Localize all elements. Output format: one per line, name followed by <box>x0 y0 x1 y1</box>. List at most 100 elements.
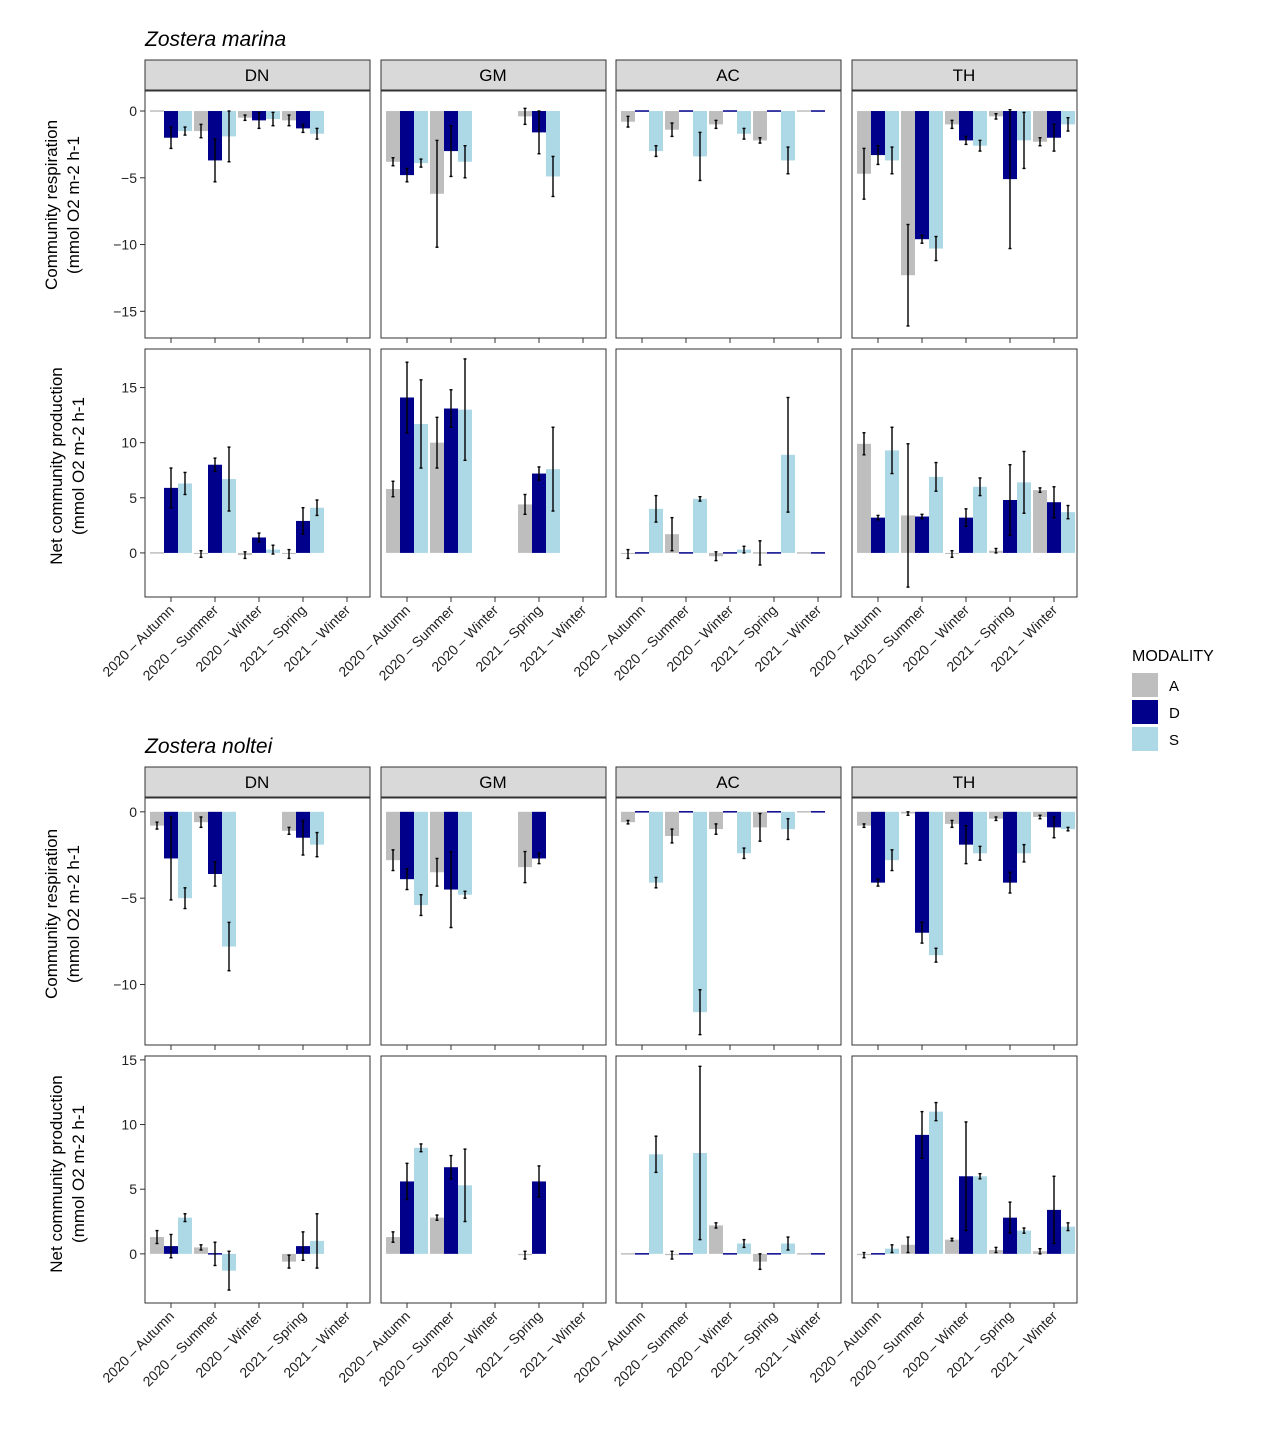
bar-gm-2020-autumn-s <box>414 111 428 164</box>
x-tick-label: 2020 – Summer <box>375 1308 457 1390</box>
y-axis-label: Net community production <box>47 1075 66 1272</box>
strip-bg <box>851 59 1078 91</box>
bar-ac-2020-winter-s <box>737 111 751 134</box>
bar-th-2021-spring-d <box>1003 1217 1017 1254</box>
bar-ac-2021-winter-a <box>797 110 811 112</box>
strips-noltei: DN GM AC TH <box>144 766 1078 798</box>
bar-th-2020-winter-s <box>973 1176 987 1254</box>
bar-ac-2020-winter-a <box>709 811 723 830</box>
y-tick-label: −10 <box>113 237 137 253</box>
bar-th-2021-winter-d <box>1047 502 1061 553</box>
bar-gm-2020-summer-a <box>430 811 444 873</box>
strip-bg <box>615 59 842 91</box>
bar-th-2021-winter-a <box>1033 111 1047 142</box>
bar-th-2020-autumn-s <box>885 811 899 861</box>
strip-bg <box>380 766 607 798</box>
bar-ac-2020-summer-d <box>679 811 693 813</box>
bar-th-2020-summer-a <box>901 111 915 276</box>
y-tick-label: −15 <box>113 303 137 319</box>
strip-label-ac: AC <box>716 66 740 85</box>
y-tick-label: 5 <box>129 1181 137 1197</box>
bar-ac-2021-winter-d <box>811 110 825 112</box>
bar-ac-2021-spring-d <box>767 811 781 813</box>
facet-th-panel-2 <box>851 797 1078 1050</box>
bar-dn-2020-autumn-d <box>164 487 178 553</box>
bar-ac-2020-autumn-d <box>635 811 649 813</box>
panel-border <box>615 348 842 598</box>
bar-th-2021-spring-d <box>1003 811 1017 883</box>
x-tick-label: 2020 – Summer <box>139 1308 221 1390</box>
bar-th-2020-winter-a <box>945 811 959 824</box>
title-zostera-noltei: Zostera noltei <box>144 735 274 758</box>
panel-border <box>144 90 371 339</box>
x-tick-label: 2020 – Summer <box>610 602 692 684</box>
bar-ac-2020-summer-d <box>679 1253 693 1255</box>
bar-ac-2021-spring-d <box>767 1253 781 1255</box>
strip-label-th: TH <box>953 773 976 792</box>
x-tick-label: 2020 – Summer <box>375 602 457 684</box>
bar-dn-2021-spring-d <box>296 111 310 129</box>
y-tick-label: −10 <box>113 977 137 993</box>
bar-gm-2020-summer-s <box>458 111 472 162</box>
bar-ac-2020-summer-s <box>693 498 707 553</box>
strip-label-th: TH <box>953 66 976 85</box>
panel-border <box>144 1055 371 1304</box>
facet-dn-panel-1 <box>144 348 371 602</box>
facet-ac-panel-2 <box>615 797 842 1050</box>
legend-label-d: D <box>1169 705 1180 722</box>
legend: MODALITY A D S <box>1132 648 1214 751</box>
bar-th-2020-winter-a <box>945 111 959 125</box>
legend-label-a: A <box>1169 678 1179 695</box>
bar-gm-2020-autumn-d <box>400 111 414 176</box>
strip-bg <box>851 766 1078 798</box>
bar-ac-2021-winter-d <box>811 811 825 813</box>
legend-swatch-d <box>1132 700 1158 724</box>
bar-th-2020-summer-d <box>915 1134 929 1254</box>
y-axis-label-units: (mmol O2 m-2 h-1 <box>69 1105 88 1243</box>
bar-dn-2020-summer-s <box>222 479 236 553</box>
y-axis-label-units: (mmol O2 m-2 h-1 <box>64 136 83 274</box>
x-tick-label: 2020 – Summer <box>139 602 221 684</box>
bar-gm-2020-autumn-a <box>386 1237 400 1254</box>
facet-ac-panel-3 <box>615 1055 842 1308</box>
bar-gm-2020-summer-s <box>458 409 472 553</box>
bar-gm-2020-summer-d <box>444 811 458 890</box>
bar-th-2020-autumn-s <box>885 450 899 553</box>
y-tick-label: 15 <box>121 380 137 396</box>
bar-ac-2020-winter-d <box>723 110 737 112</box>
bar-ac-2021-winter-d <box>811 552 825 554</box>
y-tick-label: 15 <box>121 1052 137 1068</box>
bar-th-2021-winter-s <box>1061 1226 1075 1254</box>
strip-bg <box>144 59 371 91</box>
facet-th-panel-3 <box>851 1055 1078 1308</box>
bar-ac-2021-spring-s <box>781 111 795 161</box>
facet-th-panel-0 <box>851 90 1078 343</box>
bar-dn-2020-summer-a <box>194 111 208 132</box>
bar-th-2020-summer-d <box>915 111 929 240</box>
y-axis-label: Net community production <box>47 367 66 564</box>
bar-th-2020-winter-s <box>973 111 987 146</box>
bar-th-2021-winter-s <box>1061 811 1075 830</box>
facet-dn-panel-3 <box>144 1055 371 1308</box>
bar-ac-2021-winter-d <box>811 1253 825 1255</box>
bar-th-2021-winter-a <box>1033 490 1047 553</box>
facet-gm-panel-1 <box>380 348 607 602</box>
facet-ac-panel-0 <box>615 90 842 343</box>
facet-gm-panel-0 <box>380 90 607 343</box>
bar-dn-2020-autumn-a <box>150 811 164 826</box>
strip-label-dn: DN <box>245 773 270 792</box>
x-tick-label: 2020 – Summer <box>846 602 928 684</box>
bar-gm-2021-spring-d <box>532 811 546 859</box>
ylabel-group-2: Community respiration (mmol O2 m-2 h-1 <box>42 829 83 999</box>
bar-dn-2020-autumn-s <box>178 811 192 899</box>
strips-marina: DN GM AC TH <box>144 59 1078 91</box>
bar-th-2020-autumn-d <box>871 517 885 553</box>
bar-th-2021-spring-s <box>1017 811 1031 854</box>
bar-dn-2021-spring-s <box>310 111 324 134</box>
legend-title: MODALITY <box>1132 648 1214 665</box>
bar-dn-2021-spring-a <box>282 811 296 831</box>
bar-th-2020-autumn-d <box>871 1253 885 1255</box>
bar-ac-2021-winter-a <box>797 552 811 554</box>
bar-th-2021-spring-s <box>1017 1230 1031 1254</box>
bar-ac-2020-summer-d <box>679 110 693 112</box>
